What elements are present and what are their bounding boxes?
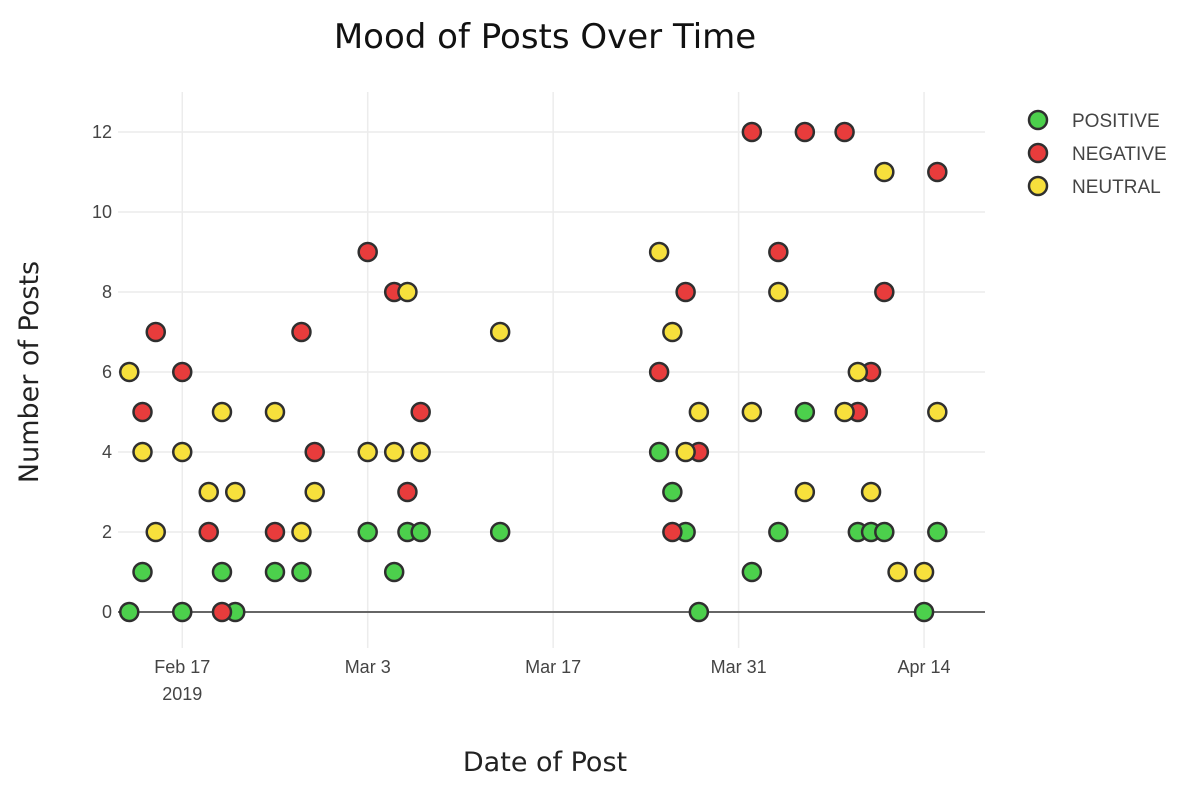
- positive-point[interactable]: [132, 561, 153, 583]
- positive-point[interactable]: [913, 601, 935, 623]
- neutral-point[interactable]: [887, 561, 908, 583]
- positive-point[interactable]: [688, 601, 710, 623]
- legend-item-neutral[interactable]: NEUTRAL: [1027, 175, 1161, 198]
- positive-point[interactable]: [211, 561, 233, 583]
- neutral-point[interactable]: [211, 401, 233, 423]
- grid-lines: [118, 92, 985, 648]
- positive-point[interactable]: [171, 601, 193, 623]
- negative-point[interactable]: [768, 241, 789, 263]
- y-axis-ticks: 0 2 4 6 8 10 12: [92, 122, 112, 622]
- legend-label: NEGATIVE: [1072, 144, 1167, 165]
- legend-marker: [1027, 175, 1049, 197]
- neutral-point[interactable]: [132, 441, 153, 463]
- neutral-point[interactable]: [410, 441, 431, 463]
- positive-point[interactable]: [874, 521, 895, 543]
- legend-item-negative[interactable]: NEGATIVE: [1027, 142, 1167, 165]
- neutral-point[interactable]: [648, 241, 670, 263]
- positive-point[interactable]: [383, 561, 405, 583]
- negative-point[interactable]: [675, 281, 696, 303]
- x-tick-label: Mar 17: [525, 657, 581, 677]
- neutral-point[interactable]: [675, 441, 696, 463]
- neutral-point[interactable]: [741, 401, 763, 423]
- neutral-point[interactable]: [397, 281, 418, 303]
- y-tick-label: 12: [92, 122, 112, 142]
- legend-label: NEUTRAL: [1072, 177, 1161, 198]
- negative-point[interactable]: [741, 121, 763, 143]
- neutral-point[interactable]: [145, 521, 167, 543]
- neutral-point[interactable]: [357, 441, 378, 463]
- negative-point[interactable]: [834, 121, 855, 143]
- positive-point[interactable]: [648, 441, 670, 463]
- neutral-point[interactable]: [927, 401, 948, 423]
- legend[interactable]: POSITIVE NEGATIVE NEUTRAL: [1027, 109, 1167, 198]
- positive-point[interactable]: [119, 601, 140, 623]
- x-tick-label: Mar 31: [711, 657, 767, 677]
- neutral-point[interactable]: [304, 481, 325, 503]
- negative-point[interactable]: [291, 321, 312, 343]
- x-axis-ticks: Feb 17 2019 Mar 3 Mar 17 Mar 31 Apr 14: [154, 657, 950, 704]
- y-tick-label: 6: [102, 362, 112, 382]
- neutral-point[interactable]: [383, 441, 405, 463]
- y-tick-label: 10: [92, 202, 112, 222]
- negative-point[interactable]: [874, 281, 895, 303]
- negative-point[interactable]: [171, 361, 193, 383]
- neutral-point[interactable]: [119, 361, 140, 383]
- negative-point[interactable]: [662, 521, 683, 543]
- chart-title: Mood of Posts Over Time: [334, 17, 756, 57]
- x-axis-title: Date of Post: [463, 747, 627, 778]
- negative-point[interactable]: [397, 481, 418, 503]
- negative-point[interactable]: [264, 521, 286, 543]
- legend-marker: [1027, 142, 1049, 164]
- x-tick-label: Feb 17: [154, 657, 210, 677]
- positive-point[interactable]: [768, 521, 789, 543]
- data-points: [119, 121, 948, 623]
- positive-point[interactable]: [662, 481, 683, 503]
- negative-point[interactable]: [357, 241, 378, 263]
- neutral-point[interactable]: [224, 481, 246, 503]
- positive-point[interactable]: [741, 561, 763, 583]
- neutral-point[interactable]: [768, 281, 789, 303]
- negative-point[interactable]: [648, 361, 670, 383]
- positive-point[interactable]: [927, 521, 948, 543]
- negative-point[interactable]: [132, 401, 153, 423]
- positive-point[interactable]: [291, 561, 312, 583]
- positive-point[interactable]: [489, 521, 511, 543]
- neutral-point[interactable]: [847, 361, 869, 383]
- x-tick-sublabel: 2019: [162, 684, 202, 704]
- negative-point[interactable]: [927, 161, 948, 183]
- neutral-point[interactable]: [834, 401, 855, 423]
- positive-point[interactable]: [794, 401, 816, 423]
- neutral-point[interactable]: [688, 401, 710, 423]
- neutral-point[interactable]: [198, 481, 219, 503]
- legend-marker: [1027, 109, 1049, 131]
- y-axis-title: Number of Posts: [14, 261, 45, 483]
- positive-point[interactable]: [410, 521, 431, 543]
- y-tick-label: 0: [102, 602, 112, 622]
- neutral-point[interactable]: [662, 321, 683, 343]
- negative-point[interactable]: [410, 401, 431, 423]
- x-tick-label: Mar 3: [345, 657, 391, 677]
- neutral-point[interactable]: [913, 561, 935, 583]
- positive-point[interactable]: [264, 561, 286, 583]
- positive-point[interactable]: [357, 521, 378, 543]
- negative-point[interactable]: [304, 441, 325, 463]
- negative-point[interactable]: [145, 321, 167, 343]
- neutral-point[interactable]: [171, 441, 193, 463]
- y-tick-label: 4: [102, 442, 112, 462]
- neutral-point[interactable]: [291, 521, 312, 543]
- neutral-point[interactable]: [874, 161, 895, 183]
- y-tick-label: 8: [102, 282, 112, 302]
- neutral-point[interactable]: [264, 401, 286, 423]
- y-tick-label: 2: [102, 522, 112, 542]
- negative-point[interactable]: [211, 601, 233, 623]
- x-tick-label: Apr 14: [898, 657, 951, 677]
- legend-item-positive[interactable]: POSITIVE: [1027, 109, 1160, 132]
- negative-point[interactable]: [198, 521, 219, 543]
- negative-point[interactable]: [794, 121, 816, 143]
- neutral-point[interactable]: [489, 321, 511, 343]
- legend-label: POSITIVE: [1072, 111, 1160, 132]
- neutral-point[interactable]: [860, 481, 882, 503]
- neutral-point[interactable]: [794, 481, 816, 503]
